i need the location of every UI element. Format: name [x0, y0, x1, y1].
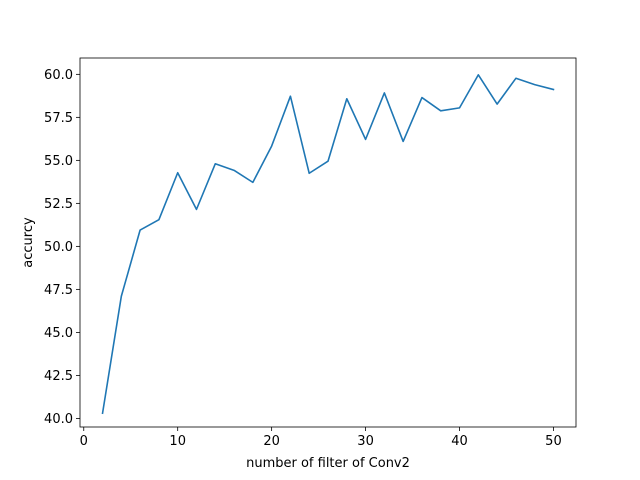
y-tick-label: 52.5 [44, 197, 73, 212]
x-tick-label: 20 [263, 434, 280, 449]
y-axis-label: accurcy [21, 217, 36, 268]
y-tick-label: 47.5 [44, 283, 73, 298]
x-axis-label: number of filter of Conv2 [246, 456, 410, 471]
x-tick-label: 30 [357, 434, 374, 449]
x-axis: 0 10 20 30 40 50 [80, 427, 562, 449]
x-tick-label: 0 [80, 434, 88, 449]
y-tick-label: 40.0 [44, 412, 73, 427]
plot-area [101, 74, 555, 415]
y-tick-label: 42.5 [44, 369, 73, 384]
x-tick-label: 50 [545, 434, 562, 449]
y-tick-label: 45.0 [44, 326, 73, 341]
y-tick-label: 60.0 [44, 68, 73, 83]
x-tick-label: 40 [451, 434, 468, 449]
x-tick-label: 10 [169, 434, 186, 449]
y-tick-label: 55.0 [44, 154, 73, 169]
y-tick-label: 57.5 [44, 111, 73, 126]
y-axis: 40.0 42.5 45.0 47.5 50.0 52.5 55.0 57.5 60.0 [44, 68, 80, 427]
series-line-0 [101, 74, 555, 415]
axes-frame [79, 57, 577, 428]
y-tick-label: 50.0 [44, 240, 73, 255]
